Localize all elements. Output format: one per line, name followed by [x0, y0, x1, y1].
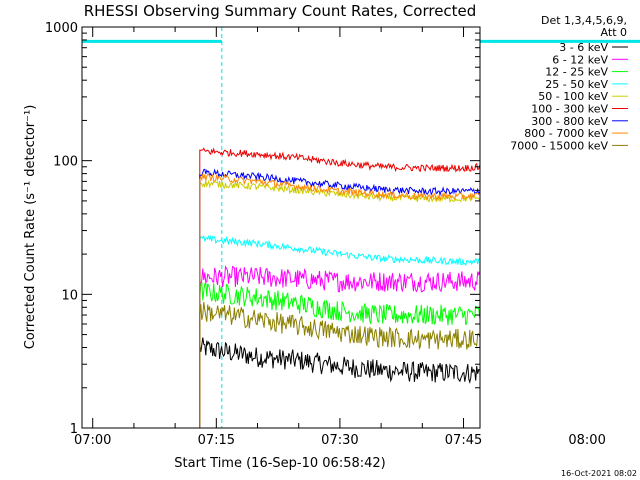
- x-tick-label: 07:00: [74, 433, 111, 448]
- series-line: [199, 179, 480, 428]
- series-line: [199, 337, 480, 428]
- y-tick-label: 1000: [45, 21, 78, 36]
- legend-entry: 3 - 6 keV: [559, 41, 608, 54]
- series-line: [199, 147, 480, 428]
- legend-entry: 300 - 800 keV: [531, 115, 608, 128]
- y-tick-label: 100: [53, 155, 78, 170]
- legend-entry: 12 - 25 keV: [545, 66, 608, 79]
- series-line: [199, 234, 480, 428]
- legend-entry: 50 - 100 keV: [538, 90, 608, 103]
- y-tick-label: 1: [70, 422, 78, 437]
- legend-entry: 25 - 50 keV: [545, 78, 608, 91]
- y-tick-label: 10: [61, 288, 78, 303]
- series-line: [199, 168, 480, 428]
- series-line: [199, 173, 480, 428]
- series-line: [199, 281, 480, 428]
- series-line: [199, 264, 480, 428]
- x-axis-label: Start Time (16-Sep-10 06:58:42): [174, 456, 385, 471]
- legend-entry: 800 - 7000 keV: [524, 127, 608, 140]
- chart-title: RHESSI Observing Summary Count Rates, Co…: [84, 2, 477, 20]
- x-tick-label: 07:15: [198, 433, 235, 448]
- plot-area: N: [81, 26, 640, 429]
- x-tick-label: 08:00: [568, 433, 605, 448]
- x-tick-label: 07:30: [321, 433, 358, 448]
- timestamp: 16-Oct-2021 08:02: [561, 469, 637, 478]
- series-line: [199, 301, 480, 428]
- legend-entry: 6 - 12 keV: [552, 53, 608, 66]
- y-axis-label: Corrected Count Rate (s⁻¹ detector⁻¹): [23, 105, 38, 350]
- x-tick-label: 07:45: [445, 433, 482, 448]
- legend-entry: 100 - 300 keV: [531, 103, 608, 116]
- legend-header: Att 0: [601, 26, 627, 39]
- plot-frame: [81, 26, 481, 429]
- legend-entry: 7000 - 15000 keV: [510, 139, 608, 152]
- legend-header: Det 1,3,4,5,6,9,: [541, 14, 627, 27]
- y-axis: 1 10 100 1000: [45, 21, 480, 437]
